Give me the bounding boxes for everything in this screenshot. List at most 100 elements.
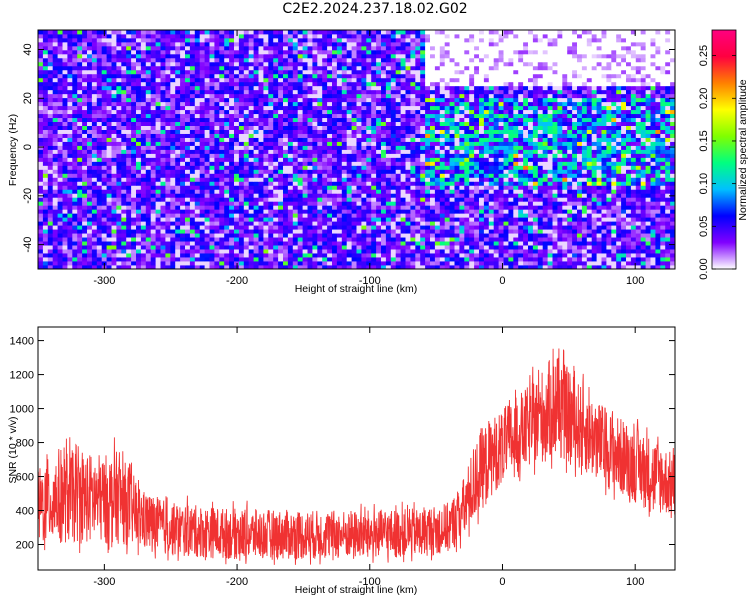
heatmap-cell — [488, 229, 495, 234]
heatmap-cell — [243, 165, 250, 170]
heatmap-cell — [155, 257, 161, 262]
heatmap-cell — [72, 241, 78, 246]
heatmap-cell — [557, 185, 563, 190]
heatmap-cell — [116, 181, 122, 186]
heatmap-cell — [616, 141, 622, 146]
heatmap-cell — [586, 193, 593, 198]
heatmap-cell — [390, 205, 397, 210]
heatmap-cell — [616, 201, 622, 206]
heatmap-cell — [214, 237, 220, 242]
heatmap-cell — [263, 249, 269, 254]
heatmap-cell — [405, 133, 411, 138]
heatmap-cell — [562, 193, 568, 198]
heatmap-cell — [131, 161, 137, 166]
heatmap-cell — [47, 117, 54, 123]
heatmap-cell — [420, 189, 426, 194]
heatmap-cell — [356, 165, 362, 170]
heatmap-cell — [214, 233, 220, 238]
heatmap-cell — [229, 149, 235, 154]
heatmap-cell — [371, 265, 377, 269]
heatmap-cell — [454, 121, 460, 126]
heatmap-cell — [581, 241, 588, 246]
heatmap-cell — [415, 233, 421, 238]
heatmap-cell — [660, 257, 666, 262]
heatmap-cell — [547, 241, 553, 246]
heatmap-cell — [116, 121, 122, 126]
heatmap-cell — [283, 125, 289, 130]
heatmap-cell — [136, 225, 142, 230]
heatmap-cell — [243, 181, 250, 186]
heatmap-cell — [483, 185, 490, 190]
heatmap-cell — [498, 133, 504, 138]
heatmap-cell — [474, 125, 480, 130]
heatmap-cell — [341, 253, 348, 258]
heatmap-cell — [283, 113, 289, 119]
heatmap-cell — [214, 129, 220, 134]
heatmap-cell — [557, 201, 563, 206]
heatmap-cell — [287, 145, 294, 150]
heatmap-cell — [214, 185, 220, 190]
heatmap-cell — [136, 265, 142, 269]
heatmap-cell — [87, 141, 93, 146]
heatmap-cell — [586, 169, 593, 174]
heatmap-cell — [297, 241, 303, 246]
heatmap-cell — [415, 133, 421, 138]
heatmap-cell — [474, 217, 480, 222]
heatmap-cell — [150, 149, 156, 154]
heatmap-cell — [302, 201, 308, 206]
heatmap-cell — [665, 181, 671, 186]
heatmap-cell — [175, 145, 181, 150]
heatmap-cell — [479, 241, 485, 246]
heatmap-cell — [126, 157, 132, 162]
heatmap-cell — [621, 153, 627, 158]
heatmap-cell — [77, 205, 83, 210]
heatmap-cell — [635, 241, 642, 246]
heatmap-cell — [155, 245, 161, 250]
heatmap-cell — [145, 133, 152, 138]
heatmap-cell — [67, 177, 73, 182]
heatmap-cell — [660, 201, 666, 206]
heatmap-cell — [547, 177, 553, 182]
heatmap-cell — [591, 261, 597, 266]
heatmap-cell — [346, 221, 352, 226]
heatmap-cell — [42, 173, 49, 178]
heatmap-cell — [488, 117, 495, 123]
heatmap-cell — [508, 129, 514, 134]
heatmap-cell — [532, 177, 539, 182]
heatmap-cell — [562, 257, 568, 262]
heatmap-cell — [434, 201, 441, 206]
heatmap-cell — [474, 165, 480, 170]
heatmap-cell — [508, 177, 514, 182]
heatmap-cell — [528, 117, 534, 123]
heatmap-cell — [101, 117, 107, 123]
heatmap-cell — [547, 233, 553, 238]
heatmap-cell — [268, 169, 274, 174]
heatmap-cell — [616, 225, 622, 230]
heatmap-cell — [243, 249, 250, 254]
heatmap-cell — [557, 137, 563, 142]
heatmap-cell — [341, 129, 348, 134]
heatmap-cell — [660, 213, 666, 218]
heatmap-cell — [278, 265, 284, 269]
heatmap-cell — [116, 169, 122, 174]
heatmap-cell — [474, 181, 480, 186]
heatmap-cell — [258, 249, 264, 254]
heatmap-cell — [430, 129, 436, 134]
heatmap-cell — [454, 145, 460, 150]
heatmap-cell — [302, 197, 308, 202]
heatmap-cell — [493, 117, 499, 123]
heatmap-cell — [572, 229, 578, 234]
heatmap-cell — [91, 221, 98, 226]
heatmap-cell — [214, 153, 220, 158]
heatmap-cell — [67, 137, 73, 142]
heatmap-cell — [591, 181, 597, 186]
heatmap-cell — [214, 201, 220, 206]
heatmap-cell — [204, 121, 210, 126]
heatmap-cell — [449, 177, 455, 182]
heatmap-cell — [346, 201, 352, 206]
heatmap-cell — [581, 177, 588, 182]
heatmap-cell — [425, 237, 431, 242]
heatmap-cell — [121, 129, 127, 134]
heatmap-cell — [273, 201, 279, 206]
heatmap-cell — [469, 153, 475, 158]
